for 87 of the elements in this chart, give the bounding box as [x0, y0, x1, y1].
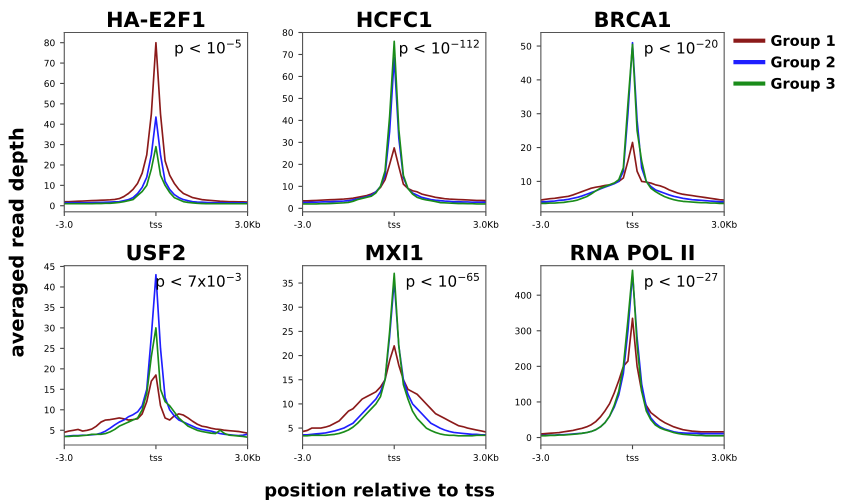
y-tick-label: 60 — [44, 80, 55, 88]
x-tick-label: 3.0Kb — [474, 220, 498, 228]
y-tick-label: 0 — [288, 205, 293, 212]
line-series — [64, 42, 248, 203]
y-tick-label: 10 — [283, 183, 293, 190]
chart-title: BRCA1 — [596, 11, 670, 28]
y-tick-label: 45 — [44, 263, 54, 270]
y-tick-label: 70 — [282, 51, 293, 58]
y-axis-title: averaged read depth — [8, 128, 28, 357]
line-series — [302, 345, 486, 433]
line-series — [64, 374, 248, 434]
y-tick-label: 0 — [50, 202, 55, 210]
y-tick-label: 20 — [282, 161, 293, 168]
annotation: p < 10$^{−27}$ — [645, 272, 718, 290]
y-tick-label: 50 — [521, 42, 532, 50]
line-series — [64, 146, 248, 205]
x-tick-label: -3.0 — [56, 454, 72, 462]
line-series — [540, 317, 724, 435]
x-tick-label: -3.0 — [294, 454, 311, 462]
y-tick-label: 50 — [44, 100, 55, 108]
y-tick-label: 40 — [520, 76, 532, 84]
y-tick-label: 10 — [283, 400, 293, 408]
x-axis-title: position relative to tss — [266, 482, 494, 500]
y-tick-label: 0 — [526, 434, 532, 442]
x-tick-label: tss — [626, 221, 639, 228]
legend-label: Group 2 — [771, 56, 834, 70]
annotation: p < 10$^{−65}$ — [406, 272, 479, 290]
x-tick-label: 3.0Kb — [474, 454, 498, 462]
x-tick-label: 3.0Kb — [712, 220, 737, 228]
y-tick-label: 25 — [44, 345, 54, 352]
legend-label: Group 1 — [771, 35, 835, 49]
line-series — [64, 327, 248, 438]
y-tick-label: 35 — [282, 280, 293, 287]
y-tick-label: 30 — [282, 139, 293, 146]
y-tick-label: 30 — [44, 141, 55, 148]
chart-title: HA-E2F1 — [108, 11, 204, 27]
x-tick-label: 3.0Kb — [235, 454, 260, 462]
y-tick-label: 20 — [282, 352, 293, 360]
y-tick-label: 70 — [44, 60, 55, 67]
y-tick-label: 15 — [44, 386, 54, 393]
legend-label: Group 3 — [771, 78, 835, 92]
y-tick-label: 5 — [288, 424, 293, 432]
y-tick-label: 25 — [282, 328, 293, 335]
x-tick-label: -3.0 — [56, 221, 72, 228]
x-tick-label: tss — [150, 221, 162, 228]
y-tick-label: 40 — [44, 120, 55, 128]
line-series — [302, 147, 486, 202]
chart-title: USF2 — [128, 244, 184, 260]
x-tick-label: -3.0 — [294, 221, 311, 228]
x-tick-label: -3.0 — [532, 221, 550, 228]
x-tick-label: -3.0 — [532, 454, 550, 462]
x-tick-label: 3.0Kb — [235, 220, 260, 228]
x-tick-label: 3.0Kb — [712, 454, 737, 462]
x-tick-label: tss — [150, 454, 162, 462]
y-tick-label: 20 — [44, 366, 55, 372]
y-tick-label: 50 — [282, 95, 293, 102]
y-tick-label: 15 — [283, 376, 293, 384]
line-series — [64, 116, 248, 204]
y-tick-label: 40 — [44, 284, 55, 291]
y-tick-label: 60 — [282, 73, 293, 80]
x-tick-label: tss — [388, 454, 400, 462]
chart-title: MXI1 — [366, 244, 422, 260]
y-tick-label: 10 — [44, 406, 55, 414]
y-tick-label: 100 — [516, 398, 532, 406]
y-tick-label: 400 — [515, 292, 532, 299]
y-tick-label: 30 — [44, 324, 55, 332]
y-tick-label: 35 — [44, 304, 54, 311]
y-tick-label: 5 — [50, 427, 54, 434]
y-tick-label: 20 — [44, 162, 55, 169]
y-tick-label: 20 — [521, 144, 532, 152]
y-tick-label: 30 — [282, 304, 293, 311]
y-tick-label: 80 — [282, 29, 293, 36]
chart-title: HCFC1 — [358, 11, 432, 28]
y-tick-label: 10 — [44, 182, 55, 189]
annotation: p < 10$^{−112}$ — [400, 40, 479, 57]
y-tick-label: 80 — [44, 39, 55, 46]
annotation: p < 10$^{−20}$ — [645, 40, 718, 57]
chart-title: RNA POL II — [571, 244, 694, 260]
annotation: p < 10$^{−5}$ — [175, 40, 241, 56]
line-series — [540, 142, 724, 201]
x-tick-label: tss — [388, 221, 400, 228]
y-tick-label: 40 — [282, 117, 293, 124]
y-tick-label: 300 — [515, 328, 532, 334]
x-tick-label: tss — [626, 454, 639, 462]
y-tick-label: 10 — [521, 178, 532, 185]
y-tick-label: 200 — [515, 363, 532, 370]
y-tick-label: 30 — [521, 110, 532, 118]
